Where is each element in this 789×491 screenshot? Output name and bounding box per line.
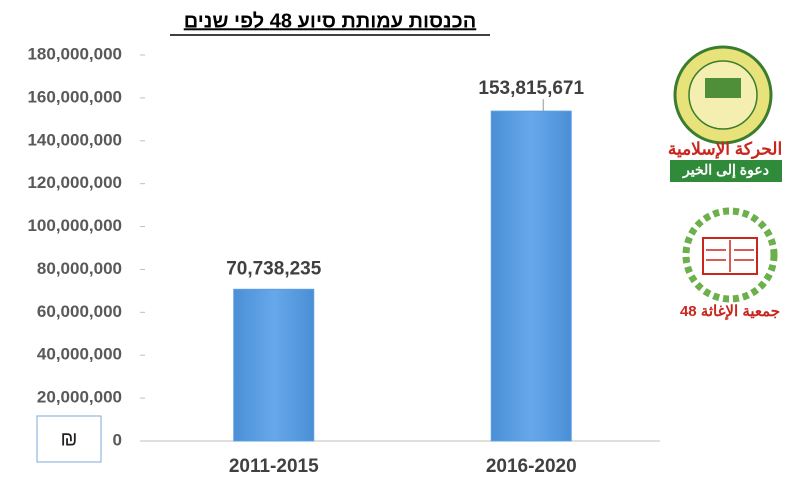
relief-logo: جمعية الإغاثة 48 xyxy=(680,207,780,320)
y-tick-label: 40,000,000 xyxy=(37,345,122,364)
y-tick-label: 0 xyxy=(113,430,122,449)
x-tick-label: 2016-2020 xyxy=(486,456,577,477)
y-tick-label: 120,000,000 xyxy=(27,173,122,192)
value-label: 70,738,235 xyxy=(226,258,322,279)
currency-box xyxy=(36,415,102,463)
y-tick-label: 20,000,000 xyxy=(37,388,122,407)
movement-logo: الحركة الإسلامية دعوة إلى الخير xyxy=(668,45,782,182)
y-tick-label: 100,000,000 xyxy=(27,216,122,235)
value-label: 153,815,671 xyxy=(478,78,584,99)
x-tick-label: 2011-2015 xyxy=(229,456,319,477)
chart-title: הכנסות עמותת סיוע 48 לפי שנים xyxy=(184,10,477,32)
bar xyxy=(490,110,572,442)
currency-symbol: ₪ xyxy=(61,428,78,450)
y-tick-label: 80,000,000 xyxy=(37,259,122,278)
movement-slogan: دعوة إلى الخير xyxy=(682,162,769,180)
y-tick-label: 60,000,000 xyxy=(37,302,122,321)
relief-name: جمعية الإغاثة 48 xyxy=(680,303,780,320)
movement-name: الحركة الإسلامية xyxy=(668,139,782,159)
y-tick-label: 140,000,000 xyxy=(27,130,122,149)
y-tick-label: 180,000,000 xyxy=(27,44,122,63)
bar xyxy=(233,288,315,442)
y-tick-label: 160,000,000 xyxy=(27,87,122,106)
